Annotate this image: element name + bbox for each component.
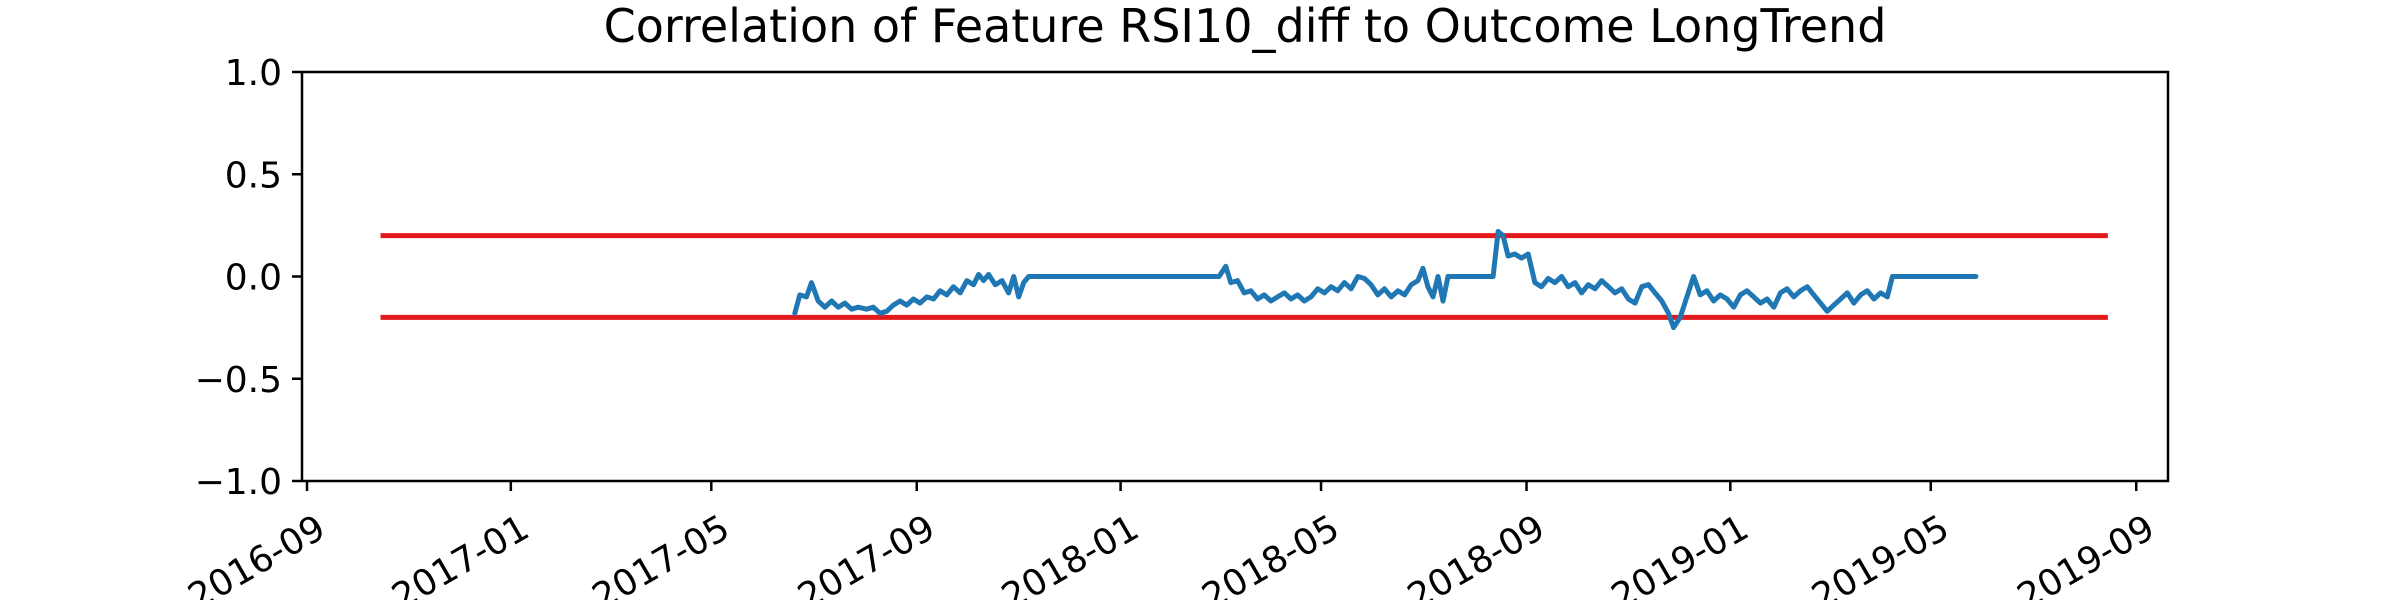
series-layer (792, 229, 1979, 331)
x-tick-label: 2017-05 (586, 507, 737, 600)
x-tick-label: 2018-01 (995, 507, 1146, 600)
x-tick-label: 2016-09 (182, 507, 333, 600)
y-tick-label: −0.5 (195, 360, 282, 401)
x-tick-label: 2018-09 (1401, 507, 1552, 600)
y-tick-label: −1.0 (195, 462, 282, 503)
x-tick-label: 2018-05 (1196, 507, 1347, 600)
chart-title: Correlation of Feature RSI10_diff to Out… (604, 0, 1887, 53)
series-line-1 (792, 229, 1979, 331)
x-axis: 2016-09 2017-01 2017-05 2017-09 2018-01 2018-… (182, 481, 2162, 600)
y-axis: −1.0 −0.5 0.0 0.5 1.0 (195, 53, 302, 503)
reference-lines (380, 233, 2108, 320)
x-tick-label: 2017-09 (791, 507, 942, 600)
y-tick-label: 0.0 (225, 258, 282, 299)
x-tick-label: 2019-05 (1805, 507, 1956, 600)
x-tick-label: 2017-01 (385, 507, 536, 600)
x-tick-label: 2019-01 (1605, 507, 1756, 600)
y-tick-label: 0.5 (225, 155, 282, 196)
y-tick-label: 1.0 (225, 53, 282, 94)
plot-frame (300, 70, 2170, 483)
x-tick-label: 2019-09 (2011, 507, 2162, 600)
